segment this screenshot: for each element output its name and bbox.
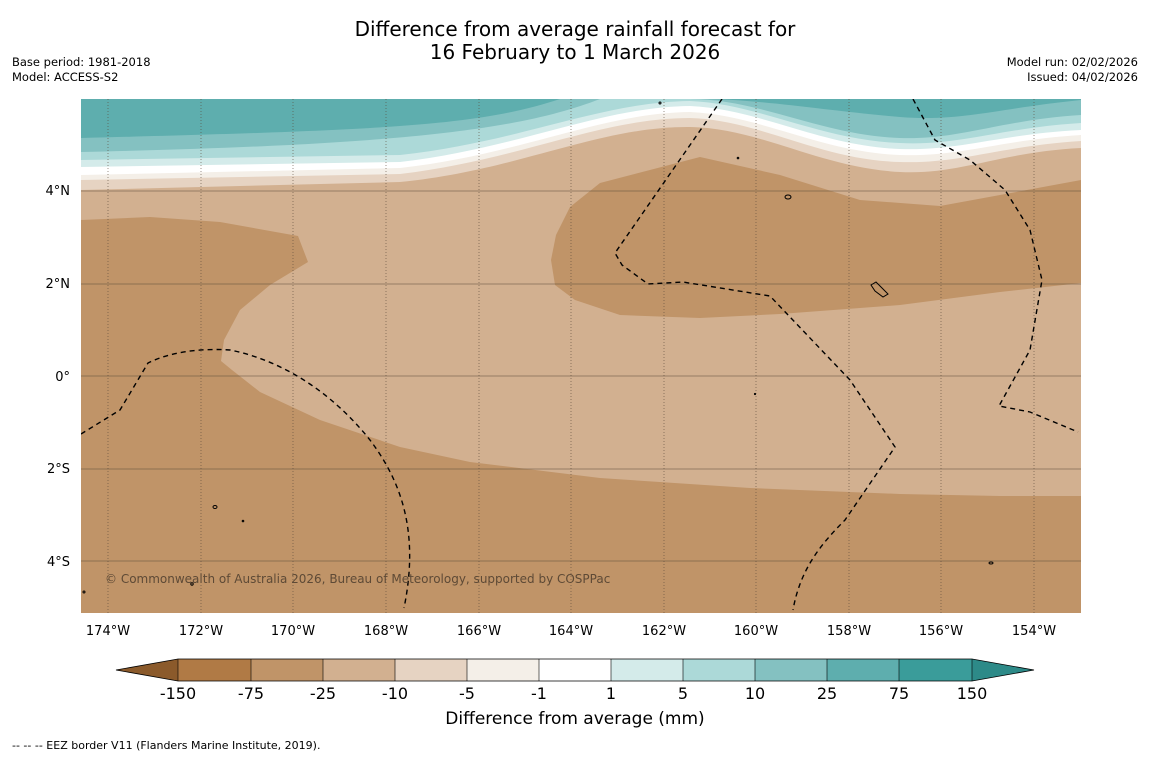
- chart-title: Difference from average rainfall forecas…: [0, 18, 1150, 64]
- colorbar-swatch: [539, 659, 611, 681]
- model-name: Model: ACCESS-S2: [12, 70, 119, 84]
- colorbar-extend-low: [116, 659, 178, 681]
- lat-label: 0°: [55, 370, 70, 385]
- title-line-1: Difference from average rainfall forecas…: [354, 17, 796, 41]
- colorbar-swatch: [323, 659, 395, 681]
- eez-borders: [81, 99, 1079, 611]
- metadata-right: Model run: 02/02/2026 Issued: 04/02/2026: [1007, 55, 1138, 85]
- metadata-left: Base period: 1981-2018 Model: ACCESS-S2: [12, 55, 151, 85]
- model-run: Model run: 02/02/2026: [1006, 55, 1138, 69]
- lon-label: 162°W: [642, 624, 686, 639]
- colorbar-swatch: [899, 659, 972, 681]
- rainfall-anomaly-field: [81, 99, 1081, 613]
- colorbar-tick: 5: [678, 684, 688, 703]
- colorbar-swatch: [611, 659, 683, 681]
- lon-label: 170°W: [271, 624, 315, 639]
- colorbar-swatch: [755, 659, 827, 681]
- colorbar-swatch: [178, 659, 251, 681]
- lon-label: 172°W: [179, 624, 223, 639]
- lon-label: 160°W: [734, 624, 778, 639]
- colorbar-tick: -1: [531, 684, 547, 703]
- colorbar-label: Difference from average (mm): [445, 709, 705, 729]
- colorbar-tick: -150: [160, 684, 196, 703]
- zone-dry-patch: [551, 157, 1081, 318]
- lon-label: 156°W: [919, 624, 963, 639]
- title-line-2: 16 February to 1 March 2026: [429, 40, 721, 64]
- lon-label: 158°W: [827, 624, 871, 639]
- colorbar-tick: -25: [310, 684, 336, 703]
- colorbar-tick: 150: [957, 684, 988, 703]
- colorbar-swatch: [827, 659, 899, 681]
- lat-label: 2°S: [47, 462, 70, 477]
- colorbar-tick: 1: [606, 684, 616, 703]
- colorbar-tick: 75: [889, 684, 909, 703]
- lon-label: 154°W: [1012, 624, 1056, 639]
- lat-label: 2°N: [46, 277, 71, 292]
- lon-label: 166°W: [457, 624, 501, 639]
- colorbar-tick: -75: [238, 684, 264, 703]
- colorbar-extend-high: [972, 659, 1034, 681]
- lon-label: 164°W: [549, 624, 593, 639]
- longitude-labels: 174°W 172°W 170°W 168°W 166°W 164°W 162°…: [86, 624, 1056, 639]
- colorbar-swatch: [683, 659, 755, 681]
- colorbar: -150 -75 -25 -10 -5 -1 1 5 10 25 75 150: [115, 658, 1035, 703]
- lon-label: 168°W: [364, 624, 408, 639]
- colorbar-tick: 25: [817, 684, 837, 703]
- colorbar-tick: -10: [382, 684, 408, 703]
- colorbar-swatch: [395, 659, 467, 681]
- copyright-text: © Commonwealth of Australia 2026, Bureau…: [105, 572, 610, 586]
- lat-label: 4°N: [46, 184, 71, 199]
- gridlines: [81, 99, 1081, 613]
- lat-label: 4°S: [47, 555, 70, 570]
- latitude-labels: 4°N 2°N 0° 2°S 4°S: [46, 184, 71, 570]
- lon-label: 174°W: [86, 624, 130, 639]
- colorbar-tick: 10: [745, 684, 765, 703]
- colorbar-swatch: [467, 659, 539, 681]
- colorbar-tick: -5: [459, 684, 475, 703]
- eez-footnote: -- -- -- EEZ border V11 (Flanders Marine…: [12, 739, 321, 752]
- base-period: Base period: 1981-2018: [12, 55, 151, 69]
- islands: [82, 101, 994, 594]
- issued-date: Issued: 04/02/2026: [1027, 70, 1138, 84]
- colorbar-swatch: [251, 659, 323, 681]
